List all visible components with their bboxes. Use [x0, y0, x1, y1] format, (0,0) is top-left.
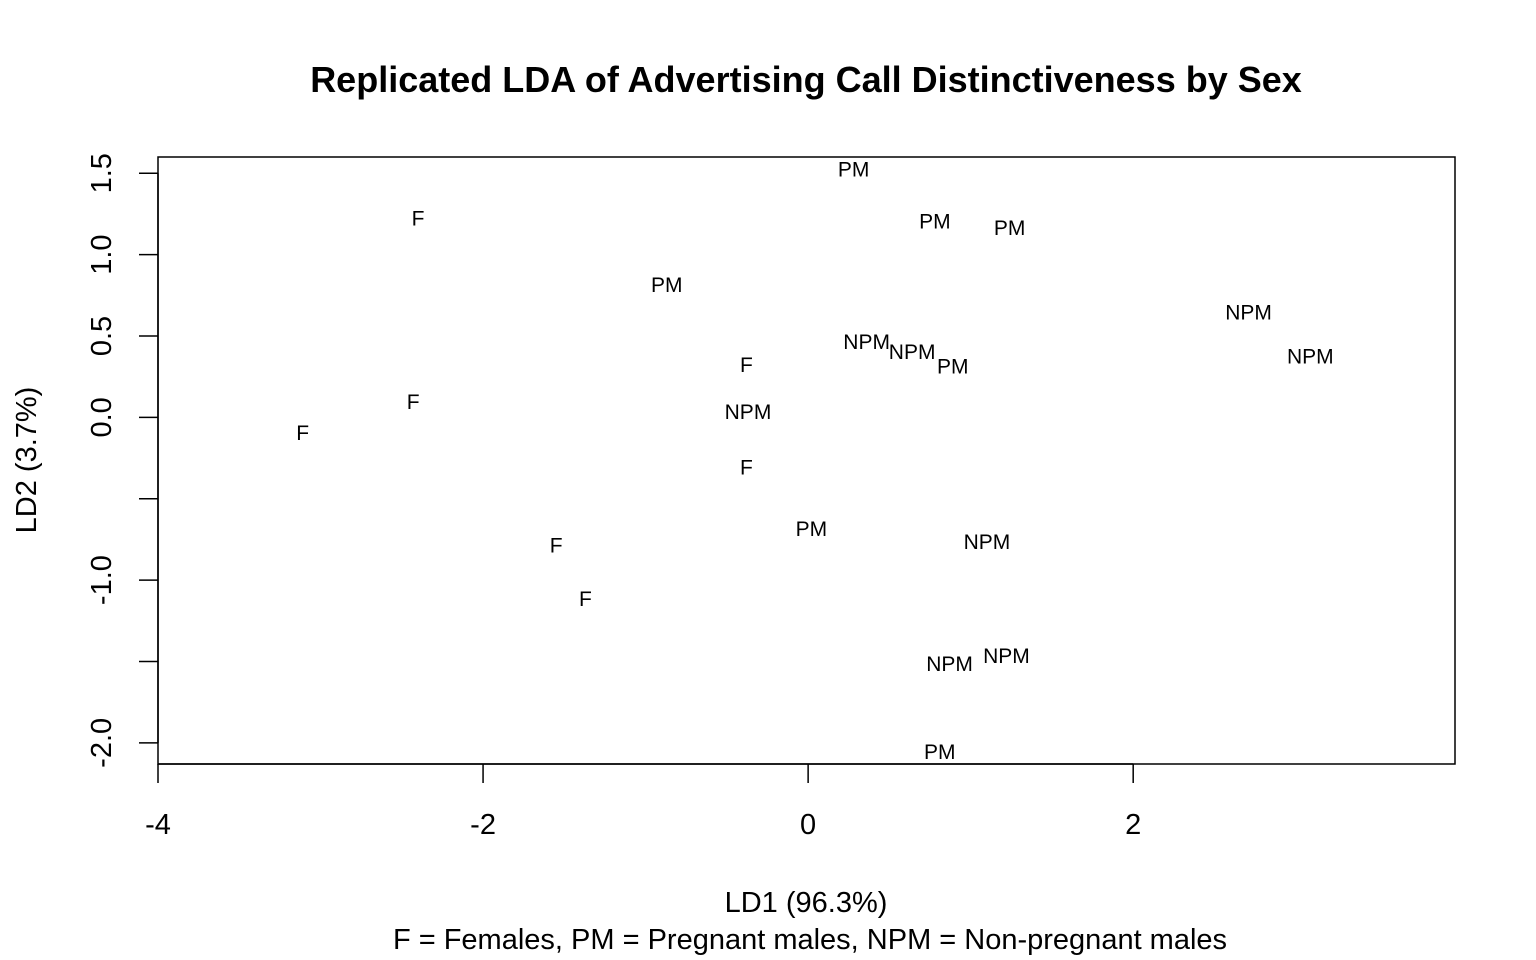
y-tick-label: -1.0	[86, 555, 118, 605]
legend-caption: F = Females, PM = Pregnant males, NPM = …	[393, 924, 1227, 956]
point-label-npm: NPM	[1225, 302, 1272, 325]
chart-title: Replicated LDA of Advertising Call Disti…	[310, 59, 1302, 100]
point-label-f: F	[579, 588, 592, 611]
x-tick-label: 2	[1125, 809, 1141, 841]
point-label-pm: PM	[838, 159, 870, 182]
point-label-f: F	[296, 422, 309, 445]
x-tick-label: -4	[145, 809, 171, 841]
point-label-npm: NPM	[843, 331, 890, 354]
point-label-pm: PM	[651, 274, 683, 297]
y-tick-label: 0.0	[86, 397, 118, 437]
x-axis: -4 -2 0 2	[145, 763, 1141, 841]
y-tick-label: 1.5	[86, 153, 118, 193]
point-label-npm: NPM	[889, 341, 936, 364]
point-label-npm: NPM	[926, 653, 973, 676]
point-label-npm: NPM	[964, 531, 1011, 554]
point-label-npm: NPM	[725, 401, 772, 424]
point-label-npm: NPM	[983, 645, 1030, 668]
y-tick-label: 1.0	[86, 234, 118, 274]
y-tick-label: -2.0	[86, 718, 118, 768]
point-label-f: F	[740, 456, 753, 479]
point-label-npm: NPM	[1287, 346, 1334, 369]
point-label-f: F	[740, 354, 753, 377]
plot-frame	[157, 156, 1456, 765]
point-label-pm: PM	[796, 518, 828, 541]
point-label-pm: PM	[919, 211, 951, 234]
y-axis: -2.0 -1.0 0.0 0.5 1.0 1.5	[86, 153, 159, 768]
point-label-f: F	[407, 391, 420, 414]
x-tick-label: 0	[800, 809, 816, 841]
point-label-pm: PM	[937, 355, 969, 378]
y-tick-label: 0.5	[86, 316, 118, 356]
point-label-pm: PM	[924, 741, 956, 764]
x-axis-label: LD1 (96.3%)	[725, 887, 888, 919]
y-axis-label: LD2 (3.7%)	[11, 387, 43, 534]
x-tick-label: -2	[470, 809, 496, 841]
point-label-pm: PM	[994, 217, 1026, 240]
point-label-f: F	[550, 534, 563, 557]
point-label-f: F	[412, 207, 425, 230]
